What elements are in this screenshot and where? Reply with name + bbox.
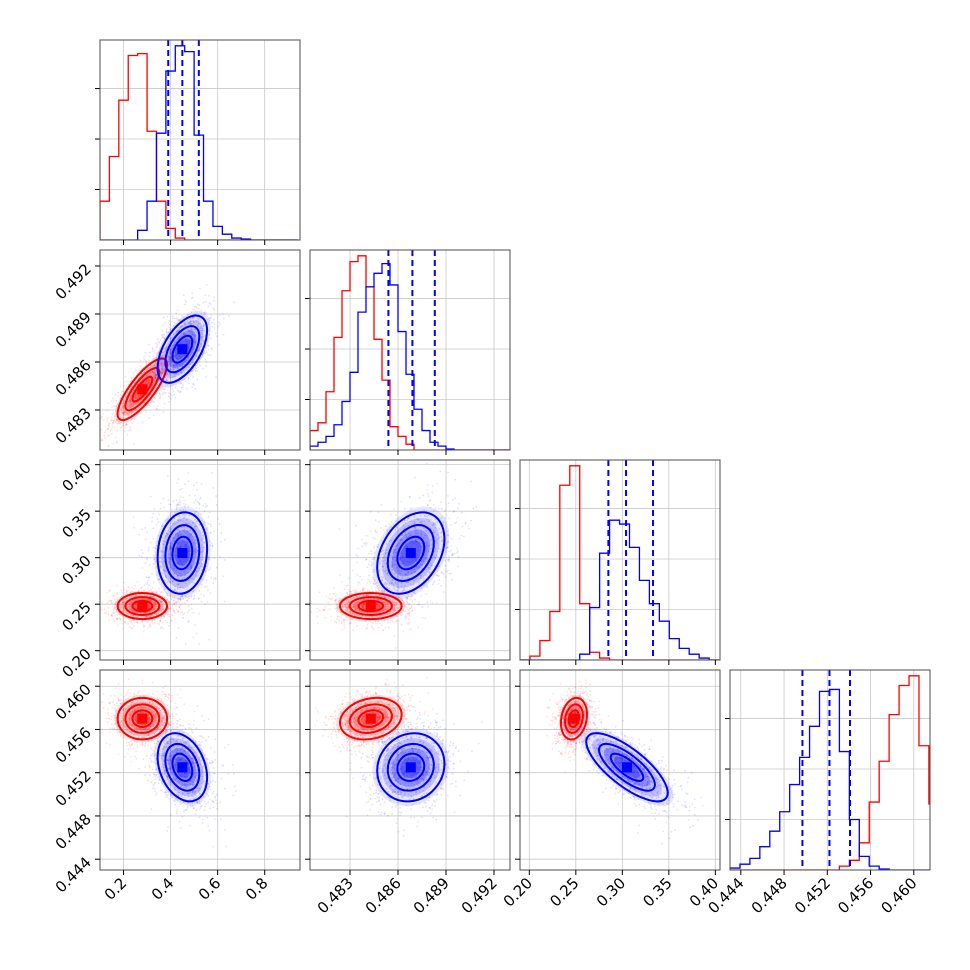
x-tick-label-p1: 0.489 xyxy=(410,874,453,917)
histogram-blue xyxy=(100,45,298,240)
x-tick-label-p2: 0.30 xyxy=(593,874,629,910)
density-peak-blue xyxy=(177,548,188,559)
contour-blue xyxy=(164,524,201,582)
panel-2d-p1-vs-p3 xyxy=(309,669,511,871)
contour-red xyxy=(339,592,403,621)
histogram-red xyxy=(100,52,298,240)
contour-blue xyxy=(386,742,435,792)
x-tick-label-p0: 0.4 xyxy=(148,874,178,904)
x-tick-label-p0: 0.8 xyxy=(242,874,272,904)
contour-blue xyxy=(171,334,194,364)
histogram-red xyxy=(730,675,930,870)
x-tick-label-p3: 0.456 xyxy=(834,874,877,917)
contour-blue xyxy=(171,535,194,571)
x-tick-label-p2: 0.25 xyxy=(546,874,582,910)
panel-2d-p2-vs-p3 xyxy=(519,669,721,871)
panel-hist-p3 xyxy=(725,669,931,871)
contour-red xyxy=(124,596,161,616)
x-tick-label-p3: 0.448 xyxy=(748,874,791,917)
contour-blue xyxy=(164,325,201,374)
y-tick-label-p3: 0.448 xyxy=(52,810,95,853)
contour-blue xyxy=(396,535,426,571)
panel-2d-p1-vs-p2 xyxy=(309,459,511,661)
contour-blue xyxy=(376,511,446,595)
x-tick-label-p1: 0.483 xyxy=(314,874,357,917)
x-tick-label-p3: 0.452 xyxy=(791,874,834,917)
x-tick-label-p2: 0.20 xyxy=(500,874,536,910)
histogram-blue xyxy=(520,519,720,660)
y-tick-label-p1: 0.492 xyxy=(52,260,95,303)
contour-blue xyxy=(171,752,194,782)
panel-hist-p1 xyxy=(305,249,511,451)
contour-red xyxy=(116,592,169,621)
x-tick-label-p1: 0.492 xyxy=(458,874,501,917)
contour-red xyxy=(348,703,393,734)
panel-2d-p0-vs-p2 xyxy=(99,459,301,661)
contour-red xyxy=(131,709,154,728)
contour-blue xyxy=(156,732,209,803)
contour-red xyxy=(131,599,154,613)
contour-red xyxy=(338,696,403,741)
y-tick-label-p2: 0.35 xyxy=(58,505,94,541)
histogram-red xyxy=(520,465,720,660)
density-peak-red xyxy=(365,601,376,612)
contour-blue xyxy=(585,732,669,803)
density-peak-red xyxy=(137,713,148,724)
contour-red xyxy=(559,696,588,741)
density-peak-blue xyxy=(621,762,632,773)
contour-blue xyxy=(156,314,209,384)
panel-2d-p0-vs-p3 xyxy=(99,669,301,871)
contour-blue xyxy=(598,742,656,792)
x-tick-label-p0: 0.2 xyxy=(101,874,131,904)
x-tick-label-p2: 0.35 xyxy=(639,874,675,910)
density-peak-red xyxy=(568,713,579,724)
x-tick-label-p1: 0.486 xyxy=(362,874,405,917)
density-peak-blue xyxy=(405,548,416,559)
panel-hist-p0 xyxy=(95,39,301,241)
contour-red xyxy=(567,709,581,728)
y-tick-label-p3: 0.456 xyxy=(52,724,95,767)
y-tick-label-p2: 0.25 xyxy=(58,598,94,634)
y-tick-label-p2: 0.40 xyxy=(58,459,94,495)
contour-red xyxy=(564,703,584,734)
y-tick-label-p2: 0.30 xyxy=(58,552,94,588)
contour-blue xyxy=(164,742,201,792)
y-tick-label-p1: 0.486 xyxy=(52,356,95,399)
contour-red xyxy=(124,703,161,734)
density-peak-blue xyxy=(177,344,188,355)
x-tick-label-p0: 0.6 xyxy=(195,874,225,904)
panel-hist-p2 xyxy=(515,459,721,661)
y-tick-label-p3: 0.444 xyxy=(52,853,95,896)
contour-blue xyxy=(396,752,426,782)
histogram-red xyxy=(310,255,510,450)
y-tick-label-p1: 0.483 xyxy=(52,404,95,447)
density-peak-red xyxy=(137,601,148,612)
y-tick-label-p3: 0.452 xyxy=(52,767,95,810)
contour-blue xyxy=(156,511,209,595)
scatter-blue xyxy=(546,691,704,845)
density-peak-red xyxy=(137,384,148,395)
panel-2d-p0-vs-p1 xyxy=(99,249,301,451)
contour-red xyxy=(357,709,385,728)
density-peak-blue xyxy=(405,762,416,773)
contour-blue xyxy=(609,752,645,782)
density-peak-blue xyxy=(177,762,188,773)
contour-red xyxy=(131,375,154,403)
x-tick-label-p3: 0.460 xyxy=(878,874,921,917)
y-tick-label-p1: 0.489 xyxy=(52,308,95,351)
contour-red xyxy=(116,696,169,741)
y-tick-label-p3: 0.460 xyxy=(52,680,95,723)
contour-red xyxy=(357,599,385,613)
contour-blue xyxy=(386,524,435,582)
density-peak-red xyxy=(365,713,376,724)
contour-red xyxy=(348,596,393,616)
y-tick-label-p2: 0.20 xyxy=(58,645,94,681)
contour-blue xyxy=(376,732,446,803)
